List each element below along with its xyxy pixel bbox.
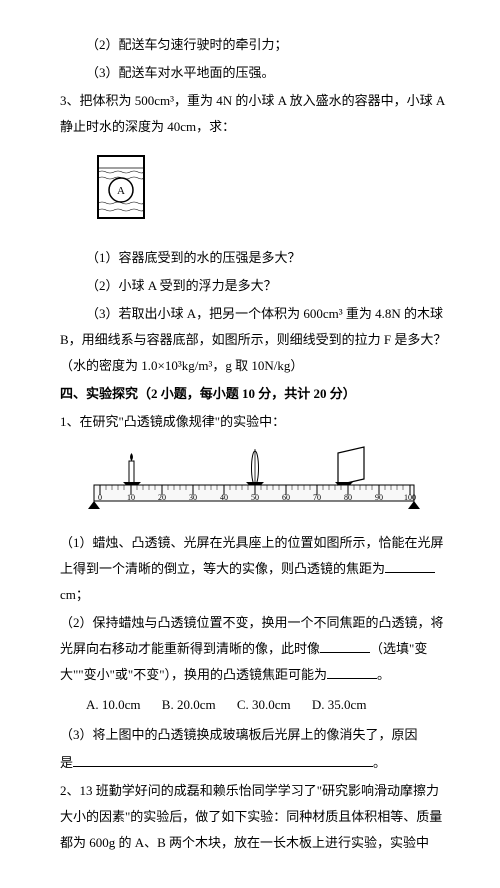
- option-b: B. 20.0cm: [162, 697, 216, 712]
- blank-focal2: [327, 665, 377, 679]
- q3-stem: 3、把体积为 500cm³，重为 4N 的小球 A 放入盛水的容器中，小球 A …: [60, 88, 450, 140]
- svg-text:90: 90: [375, 493, 383, 502]
- e1-sub1: （1）蜡烛、凸透镜、光屏在光具座上的位置如图所示，恰能在光屏上得到一个清晰的倒立…: [60, 530, 450, 608]
- section4-heading: 四、实验探究（2 小题，每小题 10 分，共计 20 分）: [60, 381, 450, 407]
- svg-text:80: 80: [344, 493, 352, 502]
- e1-sub3-text-c: 。: [373, 755, 386, 770]
- blank-focal: [385, 559, 435, 573]
- e1-stem: 1、在研究"凸透镜成像规律"的实验中：: [60, 409, 450, 435]
- option-c: C. 30.0cm: [237, 697, 291, 712]
- svg-text:30: 30: [189, 493, 197, 502]
- e1-sub3-text-a: （3）将上图中的凸透镜换成玻璃板后光屏上的像消失了，原因: [60, 727, 418, 742]
- figure-optical-bench: 0 10 20 30 40 50 60 70 80 90 100: [86, 443, 450, 522]
- q3-sub3: （3）若取出小球 A，把另一个体积为 600cm³ 重为 4.8N 的木球 B，…: [60, 301, 450, 379]
- ball-a-label: A: [117, 185, 125, 197]
- option-a: A. 10.0cm: [86, 697, 141, 712]
- q2-sub3: （3）配送车对水平地面的压强。: [60, 60, 450, 86]
- e1-sub1-text-b: cm；: [60, 587, 89, 602]
- svg-text:100: 100: [404, 493, 416, 502]
- e1-sub3-line2: 是。: [60, 750, 450, 776]
- q3-sub2: （2）小球 A 受到的浮力是多大？: [60, 273, 450, 299]
- option-d: D. 35.0cm: [312, 697, 367, 712]
- screen-icon: [338, 447, 364, 485]
- e1-sub3: （3）将上图中的凸透镜换成玻璃板后光屏上的像消失了，原因: [60, 722, 450, 748]
- candle-icon: [129, 453, 134, 485]
- svg-text:10: 10: [127, 493, 135, 502]
- q2-sub2: （2）配送车匀速行驶时的牵引力；: [60, 32, 450, 58]
- svg-text:0: 0: [98, 493, 102, 502]
- svg-text:50: 50: [251, 493, 259, 502]
- svg-text:20: 20: [158, 493, 166, 502]
- blank-reason: [73, 753, 373, 767]
- svg-text:40: 40: [220, 493, 228, 502]
- e2-stem: 2、13 班勤学好问的成磊和赖乐怡同学学习了"研究影响滑动摩擦力大小的因素"的实…: [60, 778, 450, 856]
- lens-icon: [252, 449, 259, 485]
- blank-image-change: [320, 639, 370, 653]
- options-row: A. 10.0cm B. 20.0cm C. 30.0cm D. 35.0cm: [86, 692, 450, 718]
- q3-sub1: （1）容器底受到的水的压强是多大？: [60, 245, 450, 271]
- svg-text:60: 60: [282, 493, 290, 502]
- e1-sub2: （2）保持蜡烛与凸透镜位置不变，换用一个不同焦距的凸透镜，将光屏向右移动才能重新…: [60, 610, 450, 688]
- figure-container-ball: A: [86, 148, 450, 237]
- svg-text:70: 70: [313, 493, 321, 502]
- e1-sub3-text-b: 是: [60, 755, 73, 770]
- e1-sub2-text-c: 。: [377, 667, 390, 682]
